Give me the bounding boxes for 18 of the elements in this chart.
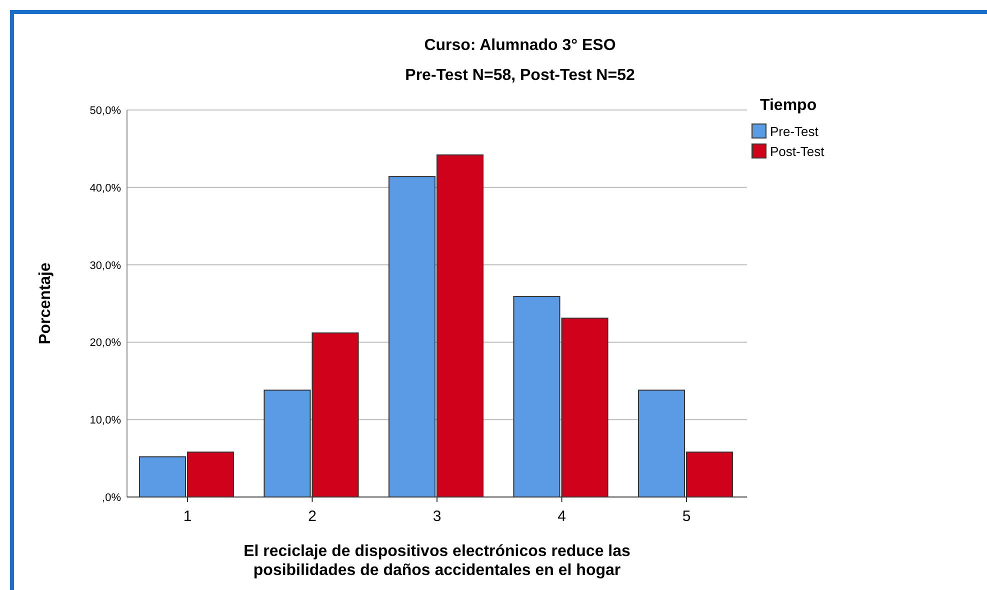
y-tick-label: 40,0% (90, 182, 122, 194)
x-tick-label: 2 (308, 508, 316, 525)
y-axis-title: Porcentaje (37, 262, 54, 344)
x-tick-label: 3 (432, 508, 442, 525)
x-tick-label: 1 (183, 508, 192, 525)
y-tick-label: ,0% (102, 492, 122, 504)
chart-subtitle: Pre-Test N=58, Post-Test N=52 (405, 67, 635, 84)
legend-label: Post-Test (770, 144, 825, 159)
legend-title: Tiempo (760, 97, 817, 114)
y-tick-label: 10,0% (90, 414, 122, 427)
chart-title: Curso: Alumnado 3° ESO (424, 37, 616, 54)
legend-label: Pre-Test (770, 124, 819, 139)
y-tick-label: 20,0% (90, 337, 122, 350)
y-tick-label: 30,0% (90, 260, 122, 272)
x-tick-label: 4 (558, 508, 566, 525)
x-axis-title: El reciclaje de dispositivos electrónicos reduce las posibilidades de daños accidentales en el hogar (244, 543, 631, 579)
y-tick-label: 50,0% (90, 105, 122, 117)
x-tick-label: 5 (682, 508, 691, 525)
